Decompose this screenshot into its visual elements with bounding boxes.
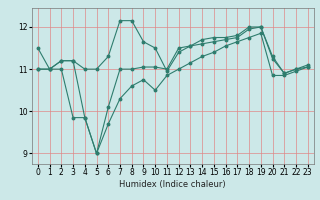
X-axis label: Humidex (Indice chaleur): Humidex (Indice chaleur) bbox=[119, 180, 226, 189]
